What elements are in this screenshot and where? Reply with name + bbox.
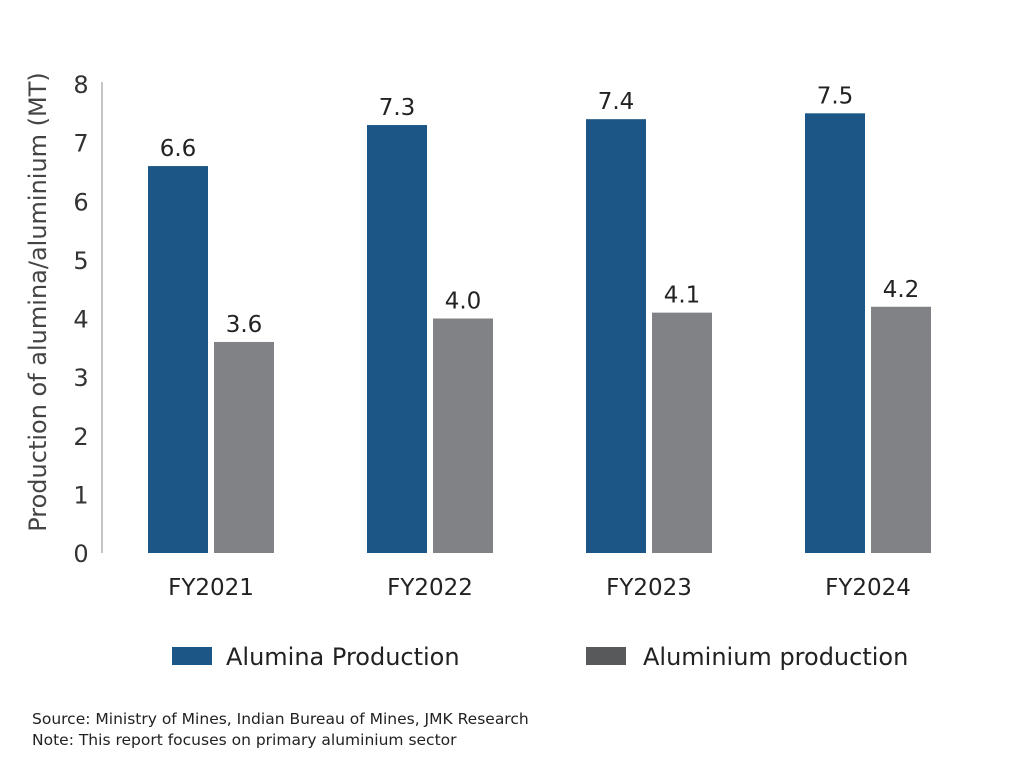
data-label: 3.6: [226, 312, 263, 338]
bar-aluminium-fy2023: [652, 312, 712, 553]
category-label: FY2023: [606, 575, 692, 601]
bar-alumina-fy2021: [148, 166, 208, 553]
y-tick-label: 6: [73, 188, 88, 216]
y-tick-label: 4: [73, 306, 88, 334]
bar-chart: 0 1 2 3 4 5 6 7 8 Production of alumina/aluminiu…: [24, 71, 931, 671]
legend-label: Aluminium production: [643, 643, 908, 671]
y-axis-title: Production of alumina/aluminium (MT): [24, 72, 52, 532]
data-label: 4.2: [883, 277, 920, 303]
footnote: Note: This report focuses on primary alu…: [32, 731, 457, 749]
data-labels: 6.6 3.6 7.3 4.0 7.4 4.1 7.5 4.2: [160, 83, 920, 338]
bars: [148, 113, 931, 554]
data-label: 6.6: [160, 136, 197, 162]
legend-label: Alumina Production: [226, 643, 460, 671]
source-note: Source: Ministry of Mines, Indian Bureau…: [32, 710, 529, 728]
legend: Alumina Production Aluminium production: [172, 643, 908, 671]
category-labels: FY2021 FY2022 FY2023 FY2024: [168, 575, 911, 601]
bar-alumina-fy2023: [586, 119, 646, 554]
y-tick-label: 7: [73, 130, 88, 158]
category-label: FY2021: [168, 575, 254, 601]
legend-swatch: [172, 647, 212, 665]
data-label: 7.5: [817, 83, 854, 109]
category-label: FY2024: [825, 575, 911, 601]
bar-aluminium-fy2022: [433, 318, 493, 553]
chart-notes: Source: Ministry of Mines, Indian Bureau…: [32, 709, 529, 751]
legend-swatch: [586, 647, 626, 665]
y-tick-labels: 0 1 2 3 4 5 6 7 8: [73, 71, 88, 568]
bar-aluminium-fy2024: [871, 306, 931, 553]
y-tick-label: 2: [73, 423, 88, 451]
y-tick-label: 5: [73, 247, 88, 275]
y-tick-label: 0: [73, 540, 88, 568]
data-label: 4.0: [445, 289, 482, 315]
bar-aluminium-fy2021: [214, 341, 274, 553]
category-label: FY2022: [387, 575, 473, 601]
bar-alumina-fy2024: [805, 113, 865, 553]
data-label: 7.4: [598, 89, 635, 115]
y-tick-label: 8: [73, 71, 88, 99]
data-label: 4.1: [664, 283, 701, 309]
data-label: 7.3: [379, 95, 416, 121]
bar-alumina-fy2022: [367, 125, 427, 553]
y-tick-label: 3: [73, 364, 88, 392]
y-tick-label: 1: [73, 481, 88, 509]
